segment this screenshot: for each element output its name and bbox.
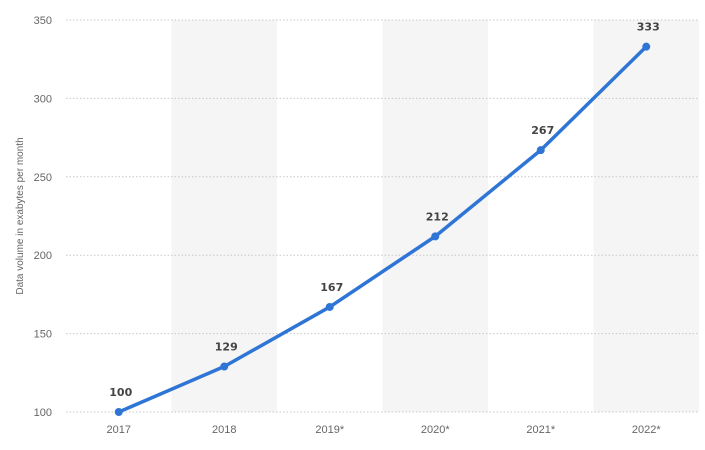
column-band-2020* [382,20,488,412]
y-tick-label: 150 [34,329,52,341]
data-point [536,146,545,155]
column-bands [171,20,699,412]
y-tick-label: 300 [34,93,52,105]
data-point [114,408,123,416]
data-point [431,232,440,241]
x-axis-ticks: 2017 2018 2019* 2020* 2021* 2022* [107,424,662,436]
column-band-2022* [593,20,699,412]
series-group [114,42,651,416]
x-tick-label: 2021* [526,424,555,436]
y-tick-label: 200 [34,250,52,262]
x-tick-label: 2017 [107,424,131,436]
gridlines [66,19,699,413]
x-tick-label: 2020* [421,424,450,436]
data-point [642,42,651,51]
data-point [325,302,334,311]
data-label: 167 [320,281,343,294]
series-line [117,44,648,414]
y-axis-ticks: 100 150 200 250 300 350 [34,15,52,419]
data-label: 100 [109,386,132,399]
y-tick-label: 250 [34,172,52,184]
data-label: 129 [215,341,238,354]
y-tick-label: 350 [34,15,52,27]
x-tick-label: 2019* [315,424,344,436]
data-labels: 100 129 167 212 267 333 [109,21,659,399]
x-tick-label: 2022* [632,424,661,436]
data-label: 333 [637,21,660,34]
data-point [220,362,229,371]
data-label: 267 [531,124,554,137]
y-tick-label: 100 [34,407,52,419]
x-tick-label: 2018 [212,424,236,436]
data-label: 212 [426,210,449,223]
y-axis-label: Data volume in exabytes per month [15,137,26,294]
